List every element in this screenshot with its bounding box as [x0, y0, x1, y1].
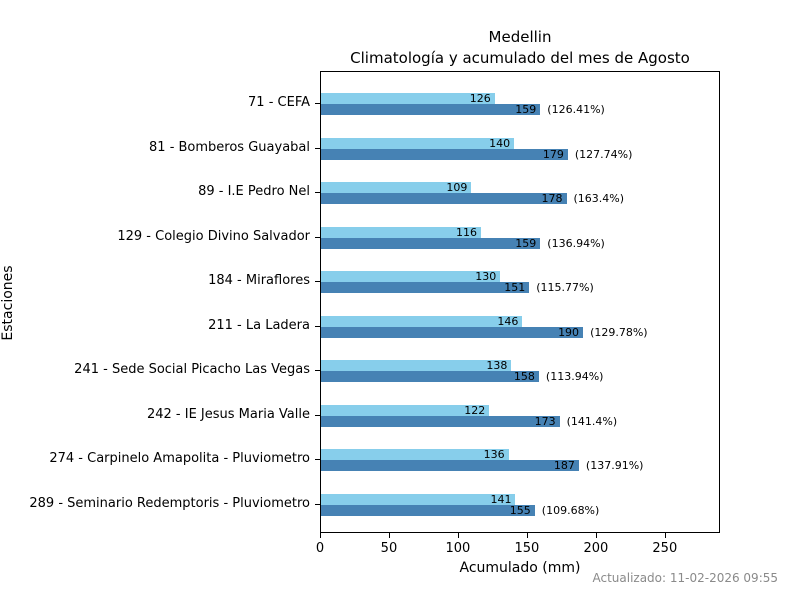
x-tick [526, 533, 528, 538]
bar-climatologia [321, 360, 512, 371]
x-tick-label: 250 [652, 541, 678, 556]
x-tick [664, 533, 666, 538]
bar-value-label: 130 [475, 270, 497, 283]
bar-value-label: 155 [509, 503, 531, 517]
bar-value-label: 179 [542, 147, 564, 161]
bar-acumulado [321, 282, 530, 293]
x-tick-label: 100 [445, 541, 471, 556]
x-tick-label: 150 [514, 541, 540, 556]
category-label: 81 - Bomberos Guayabal [149, 139, 310, 155]
updated-timestamp: Actualizado: 11-02-2026 09:55 [592, 571, 778, 585]
bar-acumulado [321, 104, 541, 115]
plot-area: 126 159 (126.41%) 140 179 (127.74%) 109 178 (163… [320, 71, 720, 533]
bar-value-label: 116 [456, 225, 477, 239]
x-tick-label: 50 [380, 541, 398, 556]
bar-value-label: 159 [515, 236, 537, 250]
bar-value-label: 136 [483, 448, 505, 461]
x-tick [388, 533, 390, 538]
chart-title: Medellin Climatología y acumulado del me… [320, 27, 720, 69]
bar-climatologia [321, 137, 515, 149]
bar-percent-label: (163.4%) [573, 192, 625, 205]
category-label: 274 - Carpinelo Amapolita - Pluviometro [49, 451, 310, 466]
bar-value-label: 122 [464, 403, 486, 417]
bar-climatologia [321, 315, 523, 327]
category-label: 184 - Miraflores [208, 273, 310, 288]
bar-climatologia [321, 271, 501, 282]
bar-value-label: 151 [504, 281, 526, 294]
y-tick [315, 103, 320, 104]
chart-title-line1: Medellin [488, 28, 552, 46]
bar-value-label: 126 [469, 92, 491, 105]
bar-acumulado [321, 415, 560, 427]
y-tick [315, 459, 320, 460]
bar-percent-label: (109.68%) [541, 503, 600, 517]
bar-percent-label: (115.77%) [536, 281, 594, 294]
x-tick [320, 533, 321, 538]
y-axis-label: Estaciones [0, 265, 16, 341]
bar-acumulado [321, 371, 539, 382]
category-label: 241 - Sede Social Picacho Las Vegas [74, 362, 310, 377]
y-tick [315, 370, 320, 371]
bar-value-label: 187 [553, 459, 575, 472]
category-label: 242 - IE Jesus Maria Valle [146, 406, 310, 422]
y-tick [315, 325, 320, 327]
bar-acumulado [321, 148, 568, 160]
bar-climatologia [321, 449, 509, 460]
y-tick [315, 192, 320, 193]
bar-value-label: 190 [558, 325, 580, 339]
y-tick [315, 147, 320, 149]
x-tick-label: 200 [583, 541, 609, 556]
bar-value-label: 146 [497, 314, 519, 328]
bar-percent-label: (129.78%) [590, 325, 648, 339]
bar-climatologia [321, 226, 481, 238]
category-label: 211 - La Ladera [208, 317, 310, 333]
y-tick [315, 503, 320, 505]
category-label: 89 - I.E Pedro Nel [198, 184, 310, 199]
bar-acumulado [321, 326, 584, 338]
bar-value-label: 159 [515, 103, 537, 116]
bar-value-label: 109 [446, 181, 468, 194]
bar-acumulado [321, 504, 535, 516]
bar-percent-label: (137.91%) [585, 459, 644, 472]
y-tick [315, 281, 320, 282]
bar-value-label: 140 [489, 136, 511, 150]
category-label: 129 - Colegio Divino Salvador [117, 228, 310, 244]
bar-value-label: 138 [486, 359, 508, 372]
x-axis-label: Acumulado (mm) [459, 560, 581, 576]
bar-percent-label: (113.94%) [545, 370, 604, 383]
bar-acumulado [321, 460, 579, 471]
category-label: 71 - CEFA [248, 95, 310, 110]
bar-climatologia [321, 93, 495, 104]
x-tick [457, 533, 459, 538]
bar-value-label: 141 [490, 492, 512, 506]
bar-percent-label: (141.4%) [566, 414, 618, 428]
x-tick-label: 0 [315, 541, 325, 556]
bar-percent-label: (126.41%) [547, 103, 605, 116]
y-tick [315, 414, 320, 416]
bar-acumulado [321, 237, 541, 249]
bar-climatologia [321, 404, 490, 416]
y-tick [315, 236, 320, 238]
bar-climatologia [321, 182, 472, 193]
bar-acumulado [321, 193, 567, 204]
bar-percent-label: (136.94%) [547, 236, 605, 250]
bar-value-label: 158 [513, 370, 535, 383]
bar-climatologia [321, 493, 516, 505]
bar-percent-label: (127.74%) [574, 147, 633, 161]
category-label: 289 - Seminario Redemptoris - Pluviometr… [29, 495, 310, 511]
x-tick [595, 533, 597, 538]
bar-value-label: 178 [541, 192, 563, 205]
bar-value-label: 173 [534, 414, 556, 428]
chart-title-line2: Climatología y acumulado del mes de Agos… [350, 49, 690, 67]
